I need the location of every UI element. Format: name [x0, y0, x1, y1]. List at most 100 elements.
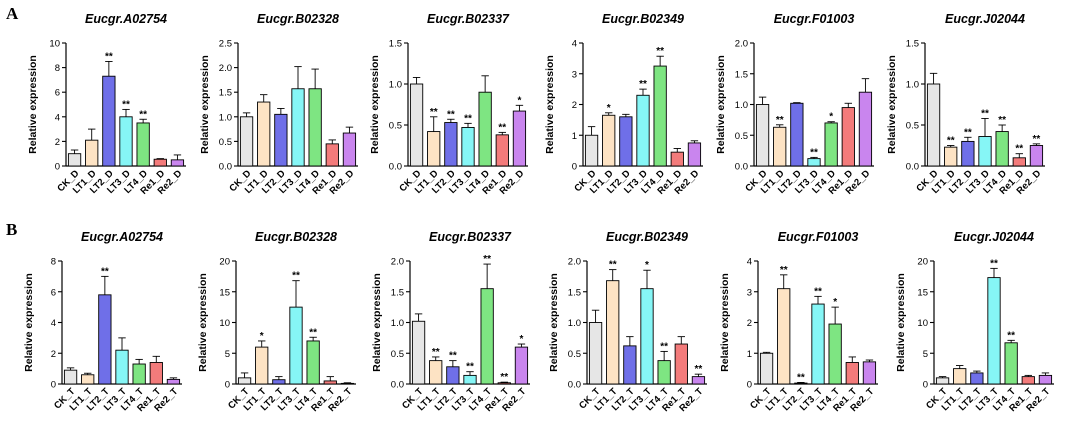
- chart-a-4-ytick-label: 3: [572, 69, 577, 80]
- chart-b-3-ytick-label: 1.5: [391, 287, 404, 298]
- chart-b-2-bar-re1-t: [323, 380, 337, 385]
- chart-a-3-bar-lt1-d: [427, 131, 441, 167]
- chart-b-6-significance: **: [990, 258, 998, 269]
- chart-a-1-ylabel: Relative expression: [27, 55, 39, 154]
- chart-a-1-bar-ck-d: [67, 153, 82, 167]
- chart-a-3-bar-re1-d: [495, 134, 509, 167]
- chart-a-3-significance: **: [430, 107, 438, 118]
- chart-a-6-title: Eucgr.J02044: [945, 12, 1025, 26]
- chart-b-5-ylabel: Relative expression: [719, 273, 731, 372]
- chart-a-2-bar-lt1-d: [257, 101, 271, 167]
- chart-a-4-ytick-label: 1: [572, 131, 577, 142]
- chart-b-3-significance: **: [432, 347, 440, 358]
- chart-a-5-ytick-label: 1.0: [735, 100, 748, 111]
- chart-a-2-ytick-label: 1.0: [219, 112, 232, 123]
- chart-b-2-title: Eucgr.B02328: [255, 230, 337, 244]
- chart-b-4-bar-lt4-t: [657, 360, 671, 385]
- chart-a-1-ytick-label: 4: [55, 112, 60, 123]
- chart-a-2-bar-re1-d: [325, 143, 339, 167]
- chart-a-3-bar-ck-d: [409, 83, 424, 167]
- chart-a-5-significance: *: [829, 112, 833, 123]
- chart-b-4-significance: *: [645, 260, 649, 271]
- chart-a-5-bar-lt2-d: [790, 102, 804, 167]
- chart-a-6-ytick-label: 0.0: [906, 162, 919, 173]
- chart-a-1-significance: **: [105, 51, 113, 62]
- chart-a-5-bar-re2-d: [858, 91, 873, 167]
- chart-b-3-significance: **: [483, 254, 491, 265]
- chart-a-3-significance: **: [498, 122, 506, 133]
- chart-b-6-bar-lt4-t: [1004, 342, 1018, 385]
- chart-b-6-ytick-label: 5: [923, 349, 928, 360]
- chart-b-6-bar-re1-t: [1021, 376, 1035, 385]
- chart-b-5-significance: **: [780, 265, 788, 276]
- chart-a-1-ytick-label: 0: [55, 162, 60, 173]
- chart-a-6-significance: **: [1033, 134, 1041, 145]
- chart-b-3-title: Eucgr.B02337: [429, 230, 512, 244]
- chart-b-2-significance: *: [260, 331, 264, 342]
- chart-a-6-significance: **: [964, 127, 972, 138]
- chart-a-6-bar-lt4-d: [995, 131, 1009, 167]
- chart-a-5-bar-lt4-d: [824, 122, 838, 167]
- chart-a-3-bar-lt2-d: [444, 122, 458, 167]
- chart-a-3: Eucgr.B02337 Relative expression 0.0 0.5 1.0…: [369, 12, 528, 197]
- chart-b-6-significance: **: [1007, 330, 1015, 341]
- chart-b-3-significance: **: [449, 351, 457, 362]
- chart-b-4-ytick-label: 1.5: [568, 287, 581, 298]
- chart-a-5: Eucgr.F01003 Relative expression 0.0 0.5 1.0…: [715, 12, 874, 197]
- chart-b-2-ytick-label: 10: [219, 318, 230, 329]
- chart-a-4-bar-lt4-d: [653, 65, 667, 167]
- chart-b-6-ylabel: Relative expression: [895, 273, 907, 372]
- chart-b-3-significance: **: [466, 362, 474, 373]
- chart-b-4-bar-re2-t: [691, 376, 706, 385]
- chart-a-5-bar-lt1-d: [773, 126, 787, 167]
- chart-a-2-bar-re2-d: [342, 132, 357, 167]
- chart-b-3-significance: *: [519, 334, 523, 345]
- chart-a-1-ytick-label: 2: [55, 137, 60, 148]
- chart-b-1-title: Eucgr.A02754: [81, 230, 163, 244]
- chart-a-4-bar-lt1-d: [602, 114, 616, 167]
- chart-b-5-significance: *: [833, 297, 837, 308]
- chart-a-5-title: Eucgr.F01003: [774, 12, 855, 26]
- chart-b-4-bar-ck-t: [588, 322, 603, 385]
- chart-a-3-significance: **: [447, 109, 455, 120]
- chart-a-2-bar-lt3-d: [291, 88, 305, 167]
- chart-b-3-bar-lt3-t: [463, 374, 477, 385]
- chart-b-5-significance: **: [814, 286, 822, 297]
- chart-a-3-ytick-label: 0.5: [389, 121, 402, 132]
- chart-b-2-bar-ck-t: [237, 377, 252, 385]
- chart-a-6: Eucgr.J02044 Relative expression 0.0 0.5 1.0…: [886, 12, 1045, 197]
- chart-a-3-ytick-label: 0.0: [389, 162, 402, 173]
- chart-b-3-bar-re2-t: [514, 346, 529, 385]
- chart-b-4-bar-re1-t: [674, 343, 688, 385]
- chart-b-5-ytick-label: 3: [747, 287, 752, 298]
- panel-label-b: B: [6, 220, 18, 239]
- chart-a-4-bar-lt2-d: [619, 116, 633, 167]
- chart-b-2-bar-lt1-t: [255, 346, 269, 385]
- chart-b-5-ytick-label: 4: [747, 257, 752, 268]
- chart-b-3-ytick-label: 0.5: [391, 349, 404, 360]
- chart-a-3-bar-re2-d: [512, 110, 527, 167]
- chart-a-6-bar-ck-d: [926, 83, 941, 167]
- chart-a-3-ytick-label: 1.0: [389, 80, 402, 91]
- chart-b-3-bar-lt1-t: [429, 360, 443, 385]
- chart-a-1-significance: **: [139, 109, 147, 120]
- chart-a-1-bar-lt3-d: [119, 116, 133, 167]
- chart-b-2-ylabel: Relative expression: [197, 273, 209, 372]
- chart-b-6-ytick-label: 0: [923, 380, 928, 391]
- chart-a-1-bar-re1-d: [153, 158, 167, 167]
- chart-a-5-ylabel: Relative expression: [715, 55, 727, 154]
- chart-a-6-significance: **: [947, 136, 955, 147]
- chart-b-4-bar-lt2-t: [623, 345, 637, 385]
- chart-b-1-ytick-label: 2: [51, 349, 56, 360]
- chart-a-4-significance: *: [607, 103, 611, 114]
- chart-a-2-ytick-label: 0.0: [219, 162, 232, 173]
- panel-label-a: A: [6, 4, 19, 23]
- chart-b-5-title: Eucgr.F01003: [778, 230, 859, 244]
- chart-b-2-ytick-label: 5: [225, 349, 230, 360]
